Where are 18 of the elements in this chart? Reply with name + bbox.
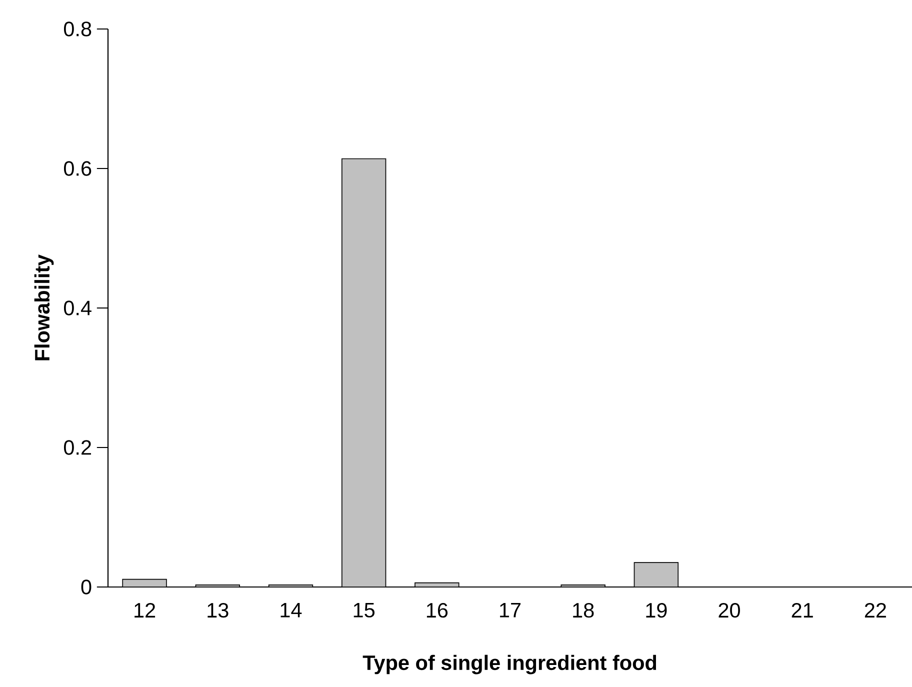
- x-tick-label: 13: [208, 602, 228, 618]
- x-tick-label: 22: [864, 602, 886, 618]
- x-axis-title: Type of single ingredient food: [362, 654, 656, 674]
- x-tick-label: 21: [792, 602, 813, 618]
- y-tick-label: 0.4: [64, 300, 92, 316]
- x-tick-label: 12: [134, 602, 156, 618]
- x-tick-label: 19: [646, 602, 667, 618]
- y-tick-label: 0: [81, 580, 92, 594]
- x-tick-label: 16: [426, 602, 448, 618]
- y-tick-label: 0.2: [64, 440, 91, 455]
- y-tick-label: 0.6: [64, 161, 92, 176]
- y-tick-label: 0.8: [64, 22, 92, 36]
- x-tick-label: 20: [718, 602, 740, 618]
- y-axis-title: Flowability: [34, 254, 54, 360]
- x-tick-label: 17: [500, 602, 521, 618]
- x-tick-label: 15: [354, 602, 374, 618]
- x-tick-label: 18: [573, 602, 594, 618]
- x-tick-label: 14: [280, 602, 302, 618]
